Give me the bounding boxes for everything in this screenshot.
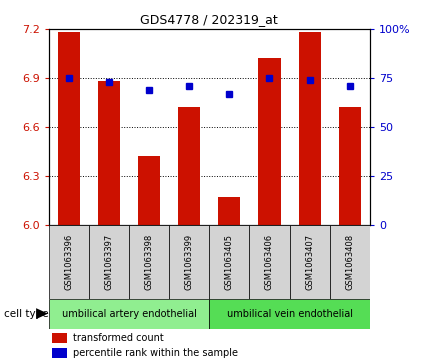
Bar [289, 225, 330, 299]
Bar [339, 107, 361, 225]
Text: GSM1063397: GSM1063397 [105, 234, 113, 290]
Text: umbilical vein endothelial: umbilical vein endothelial [227, 309, 352, 319]
Text: transformed count: transformed count [73, 333, 164, 343]
Text: GSM1063399: GSM1063399 [185, 234, 194, 290]
Text: GSM1063408: GSM1063408 [345, 234, 354, 290]
Bar [58, 32, 80, 225]
Bar [52, 348, 67, 358]
Bar [138, 156, 160, 225]
Bar [258, 58, 280, 225]
Text: cell type: cell type [4, 309, 49, 319]
Text: umbilical artery endothelial: umbilical artery endothelial [62, 309, 196, 319]
Text: GSM1063406: GSM1063406 [265, 234, 274, 290]
Bar [249, 225, 289, 299]
Bar [218, 197, 241, 225]
Text: GSM1063398: GSM1063398 [144, 234, 154, 290]
Bar [52, 333, 67, 343]
Bar [129, 225, 169, 299]
Bar [178, 107, 200, 225]
Bar [98, 81, 120, 225]
Polygon shape [36, 308, 48, 319]
Title: GDS4778 / 202319_at: GDS4778 / 202319_at [140, 13, 278, 26]
Bar [49, 225, 89, 299]
Text: percentile rank within the sample: percentile rank within the sample [73, 348, 238, 358]
Text: GSM1063407: GSM1063407 [305, 234, 314, 290]
Bar [89, 225, 129, 299]
Bar [209, 299, 370, 329]
Bar [330, 225, 370, 299]
Bar [169, 225, 209, 299]
Bar [49, 299, 209, 329]
Bar [298, 32, 320, 225]
Bar [209, 225, 249, 299]
Text: GSM1063396: GSM1063396 [65, 234, 74, 290]
Text: GSM1063405: GSM1063405 [225, 234, 234, 290]
